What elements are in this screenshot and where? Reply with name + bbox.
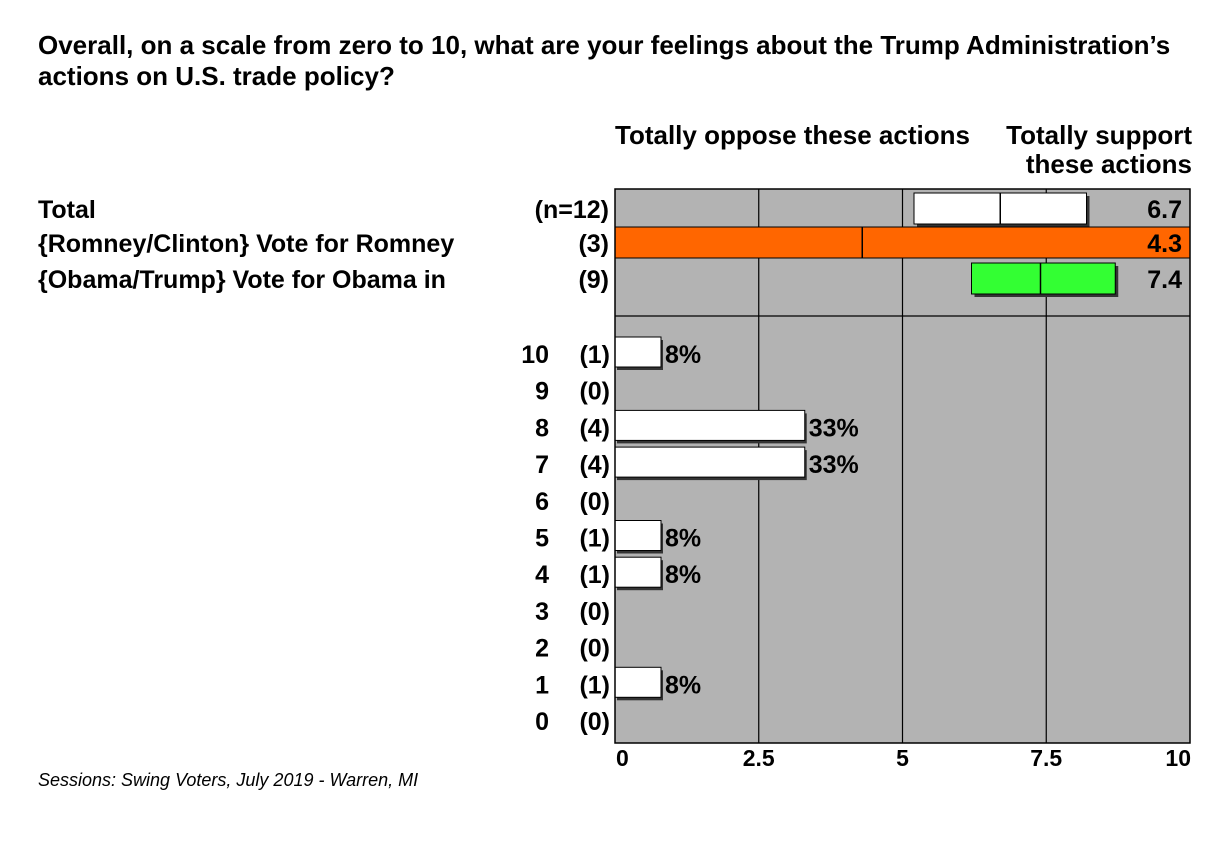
dist-category-label-8: 8 <box>535 414 549 442</box>
dist-category-label-4: 4 <box>535 561 549 589</box>
group-mean-label-1: 4.3 <box>1147 230 1182 258</box>
dist-count-4: (1) <box>579 561 610 589</box>
dist-count-5: (1) <box>579 525 610 553</box>
dist-count-0: (0) <box>579 708 610 736</box>
dist-category-label-7: 7 <box>535 451 549 479</box>
dist-bar-1 <box>614 666 662 698</box>
dist-count-3: (0) <box>579 598 610 626</box>
group-label-0: Total <box>38 196 96 224</box>
dist-bar-7 <box>614 446 806 478</box>
dist-value-label-7: 33% <box>809 451 859 479</box>
dist-count-10: (1) <box>579 341 610 369</box>
dist-bar-5 <box>614 520 662 551</box>
group-mean-label-2: 7.4 <box>1147 266 1182 294</box>
dist-bar-10 <box>614 336 662 368</box>
dist-count-9: (0) <box>579 378 610 406</box>
group-label-1: {Romney/Clinton} Vote for Romney <box>38 230 454 258</box>
x-tick-label-5: 5 <box>896 745 909 771</box>
scale-left-label: Totally oppose these actions <box>615 120 970 150</box>
group-n-2: (9) <box>578 266 609 294</box>
plot-border <box>614 188 1191 744</box>
group-bar-2 <box>971 262 1116 295</box>
group-n-0: (n=12) <box>535 196 609 224</box>
dist-value-label-4: 8% <box>665 561 701 589</box>
dist-category-label-5: 5 <box>535 525 549 553</box>
x-tick-label-10: 10 <box>1165 745 1191 771</box>
dist-bar-8 <box>614 409 806 441</box>
dist-count-2: (0) <box>579 635 610 663</box>
dist-count-1: (1) <box>579 671 610 699</box>
x-tick-label-0: 0 <box>616 745 629 771</box>
group-label-2: {Obama/Trump} Vote for Obama in <box>38 266 446 294</box>
dist-category-label-0: 0 <box>535 708 549 736</box>
source-note: Sessions: Swing Voters, July 2019 - Warr… <box>38 770 419 790</box>
x-tick-label-7.5: 7.5 <box>1030 745 1062 771</box>
scale-right-label: Totally support these actions <box>1006 120 1192 179</box>
group-n-1: (3) <box>578 230 609 258</box>
dist-category-label-6: 6 <box>535 488 549 516</box>
dist-category-label-9: 9 <box>535 378 549 406</box>
chart-title: Overall, on a scale from zero to 10, wha… <box>38 30 1171 91</box>
dist-count-7: (4) <box>579 451 610 479</box>
dist-value-label-5: 8% <box>665 525 701 553</box>
group-mean-label-0: 6.7 <box>1147 196 1182 224</box>
dist-value-label-8: 33% <box>809 414 859 442</box>
dist-category-label-2: 2 <box>535 635 549 663</box>
dist-category-label-1: 1 <box>535 671 549 699</box>
dist-bar-4 <box>614 556 662 588</box>
dist-count-6: (0) <box>579 488 610 516</box>
dist-count-8: (4) <box>579 414 610 442</box>
group-bar-1 <box>614 226 1191 259</box>
dist-value-label-10: 8% <box>665 341 701 369</box>
dist-category-label-3: 3 <box>535 598 549 626</box>
dist-category-label-10: 10 <box>521 341 549 369</box>
dist-value-label-1: 8% <box>665 671 701 699</box>
x-tick-label-2.5: 2.5 <box>743 745 775 771</box>
